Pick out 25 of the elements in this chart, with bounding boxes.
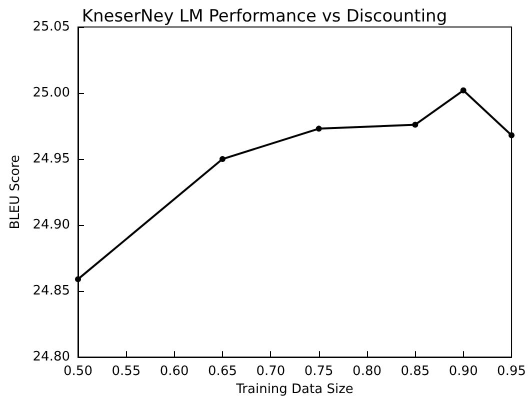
x-tick-label: 0.80 xyxy=(352,364,382,380)
x-tick-label: 0.65 xyxy=(208,364,237,380)
y-tick-label: 24.85 xyxy=(32,284,70,299)
y-tick-label: 24.95 xyxy=(32,152,70,167)
point xyxy=(460,87,466,94)
x-tick-label: 0.70 xyxy=(256,364,286,380)
point xyxy=(316,126,322,132)
point xyxy=(508,132,515,138)
x-axis-title: Training Data Size xyxy=(235,382,354,397)
chart-title: KneserNey LM Performance vs Discounting xyxy=(82,6,448,26)
x-tick-label: 0.90 xyxy=(448,364,478,380)
point xyxy=(412,122,418,128)
y-tick-label: 24.90 xyxy=(32,218,70,233)
y-tick-label: 24.80 xyxy=(32,350,70,365)
x-tick-label: 0.60 xyxy=(160,364,189,380)
point xyxy=(75,276,81,282)
x-tick-label: 0.50 xyxy=(64,364,92,380)
x-tick-label: 0.55 xyxy=(112,364,141,380)
point xyxy=(220,156,226,162)
y-tick-label: 25.05 xyxy=(32,20,70,34)
x-tick-label: 0.85 xyxy=(400,364,430,380)
y-tick-label: 25.00 xyxy=(32,86,70,101)
x-tick-label: 0.75 xyxy=(304,364,334,380)
y-axis-title: BLEU Score xyxy=(8,154,23,230)
x-tick-label: 0.95 xyxy=(497,364,526,380)
